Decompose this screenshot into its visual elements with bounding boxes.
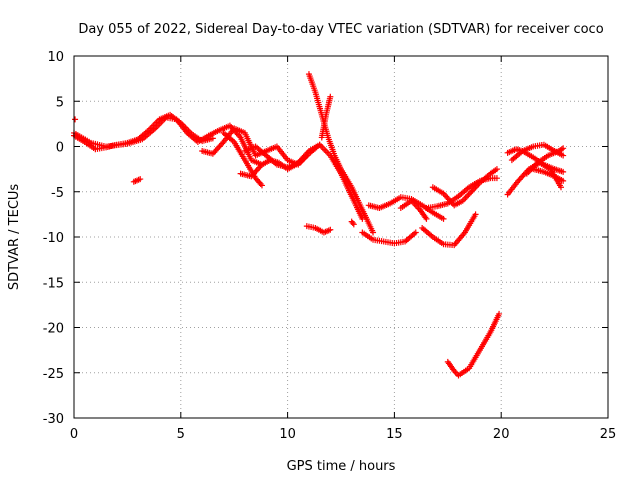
y-tick-label: -15 (43, 276, 64, 291)
data-point (472, 211, 479, 218)
y-axis-label: SDTVAR / TECUs (7, 184, 22, 291)
y-tick-label: -10 (43, 231, 64, 246)
series-track-23 (72, 116, 79, 123)
data-point (560, 168, 567, 175)
y-tick-label: 10 (47, 50, 64, 65)
series-track-24 (348, 218, 357, 228)
grid (74, 56, 608, 418)
data-point (440, 215, 447, 222)
series-track-9 (318, 93, 334, 141)
data-point (560, 177, 567, 184)
y-tick-label: 0 (56, 141, 64, 156)
y-tick-label: -30 (43, 412, 64, 427)
x-tick-label: 0 (70, 427, 78, 442)
data-point (327, 93, 334, 100)
x-tick-label: 20 (493, 427, 510, 442)
data-point (350, 221, 357, 228)
y-tick-label: -25 (43, 367, 64, 382)
data-point (493, 166, 500, 173)
data-point (72, 116, 79, 123)
data-point (560, 152, 567, 159)
series-track-20 (508, 141, 567, 164)
series-track-10 (303, 223, 334, 236)
data-point (327, 226, 334, 233)
series-track-11 (359, 229, 419, 247)
series-track-8 (305, 71, 377, 236)
data-point (137, 176, 144, 183)
series-track-6 (130, 176, 144, 185)
series-track-4 (220, 129, 265, 189)
data-point (258, 182, 265, 189)
data-point (349, 219, 356, 226)
series-track-21 (523, 145, 567, 177)
data-point (370, 229, 377, 236)
y-tick-label: -5 (51, 186, 64, 201)
data-points (71, 71, 567, 379)
series-track-15 (423, 175, 500, 212)
data-point (496, 310, 503, 317)
data-point (209, 135, 216, 142)
series-track-13 (397, 197, 430, 222)
x-tick-label: 15 (386, 427, 403, 442)
x-tick-label: 25 (600, 427, 617, 442)
ticks: 0 5 10 15 20 25 10 5 0 -5 -10 -15 -20 -25 -30 (43, 50, 617, 442)
data-point (423, 215, 430, 222)
x-axis-label: GPS time / hours (287, 459, 396, 474)
data-point (560, 145, 567, 152)
series-track-2 (71, 114, 265, 168)
series-track-3 (199, 125, 323, 168)
data-point (412, 229, 419, 236)
series-track-22 (530, 166, 567, 184)
data-point (558, 184, 565, 191)
chart-title: Day 055 of 2022, Sidereal Day-to-day VTE… (78, 22, 603, 37)
y-tick-label: 5 (56, 95, 64, 110)
x-tick-label: 10 (279, 427, 296, 442)
x-tick-label: 5 (177, 427, 185, 442)
data-point (493, 175, 500, 182)
y-tick-label: -20 (43, 322, 64, 337)
series-track-17 (444, 310, 503, 379)
series-track-14 (429, 166, 500, 209)
series-track-7 (241, 141, 366, 222)
series-track-16 (419, 211, 479, 249)
